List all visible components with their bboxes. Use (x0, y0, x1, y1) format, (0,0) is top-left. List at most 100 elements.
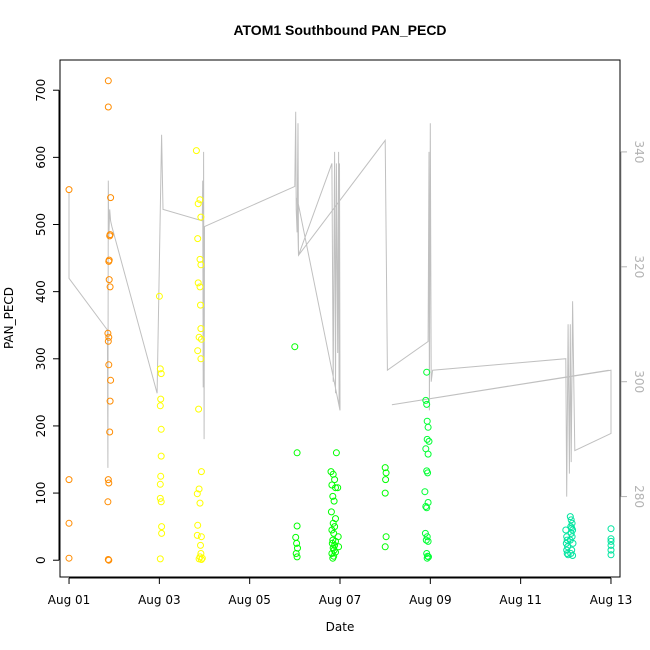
secondary-line-layer (68, 111, 612, 497)
data-point (106, 231, 114, 239)
data-point (106, 397, 114, 405)
y-tick-label: 700 (34, 79, 48, 102)
x-tick-label: Aug 07 (319, 593, 362, 607)
data-point (563, 546, 571, 554)
plot-area-frame (59, 59, 621, 578)
data-point (105, 556, 113, 564)
data-point (567, 516, 575, 524)
data-point (423, 554, 431, 562)
data-point (293, 449, 301, 457)
y-tick-label: 0 (34, 556, 48, 564)
chart-title: ATOM1 Southbound PAN_PECD (233, 22, 446, 38)
data-point (607, 535, 615, 543)
secondary-series-line (68, 111, 612, 497)
data-point (158, 523, 166, 531)
data-point (65, 186, 73, 194)
data-point (197, 541, 204, 549)
data-point (156, 494, 164, 502)
x-tick-label: Aug 05 (228, 593, 271, 607)
y2-axis: 280 300 320 340 (620, 140, 646, 508)
y-tick-label: 400 (34, 280, 48, 303)
data-point (334, 484, 342, 492)
data-point (197, 468, 205, 476)
data-point (155, 292, 163, 300)
data-point (194, 279, 202, 287)
data-point (107, 376, 115, 384)
data-point (196, 283, 204, 291)
data-point (106, 283, 114, 291)
data-point (329, 519, 337, 527)
data-point (425, 553, 432, 561)
data-point (423, 435, 431, 443)
data-point (607, 546, 615, 554)
x-tick-label: Aug 09 (409, 593, 452, 607)
data-point (423, 504, 431, 512)
x-tick-label: Aug 01 (48, 593, 91, 607)
data-point (328, 526, 336, 534)
data-point (563, 536, 571, 544)
data-point (105, 361, 113, 369)
data-point (293, 522, 301, 530)
data-point (197, 261, 205, 269)
data-point (332, 548, 339, 556)
data-point (292, 550, 300, 557)
data-point (569, 526, 577, 534)
data-point (607, 551, 615, 559)
data-point (381, 464, 389, 472)
data-point (330, 529, 338, 537)
data-point (329, 492, 337, 500)
data-point (194, 235, 202, 243)
data-point (195, 405, 203, 413)
data-point (567, 529, 575, 537)
data-point (195, 333, 203, 341)
data-point (334, 533, 342, 541)
data-point (607, 541, 615, 549)
data-point (607, 525, 615, 533)
data-point (293, 539, 301, 547)
data-point (197, 213, 205, 221)
data-point (192, 147, 200, 155)
y-tick-label: 600 (34, 146, 48, 169)
data-point (569, 539, 577, 547)
data-point (195, 485, 203, 493)
data-point (562, 526, 570, 534)
data-point (566, 513, 574, 521)
data-point (193, 490, 201, 498)
y-tick-label: 100 (34, 482, 48, 505)
data-point (156, 555, 164, 563)
data-point (157, 498, 165, 506)
data-point (65, 519, 73, 527)
data-point (196, 196, 204, 204)
data-point (569, 552, 577, 559)
data-point (198, 554, 206, 562)
data-point (424, 537, 432, 545)
data-point (194, 347, 202, 355)
data-point (382, 476, 390, 484)
data-point (568, 519, 576, 527)
data-point (107, 194, 115, 202)
y2-tick-label: 320 (632, 255, 646, 278)
data-point (156, 365, 164, 373)
data-point (197, 325, 205, 333)
data-point (293, 553, 301, 561)
x-axis: Aug 01 Aug 03 Aug 05 Aug 07 Aug 09 Aug 11 Aug … (48, 577, 632, 607)
data-point (327, 508, 335, 516)
data-point (196, 499, 204, 507)
y-tick-label: 200 (34, 414, 48, 437)
data-point (65, 554, 73, 562)
data-point (105, 479, 113, 487)
data-point (105, 276, 113, 284)
data-point (328, 539, 336, 547)
data-point (197, 533, 205, 541)
data-point (422, 503, 430, 510)
data-point (330, 497, 338, 505)
data-point (104, 103, 112, 111)
data-point (424, 469, 432, 477)
data-point (382, 533, 390, 541)
data-point (425, 437, 433, 445)
data-point (329, 554, 337, 562)
data-point (157, 472, 165, 480)
data-point (104, 337, 112, 345)
data-point (382, 469, 390, 477)
data-point (197, 556, 205, 563)
